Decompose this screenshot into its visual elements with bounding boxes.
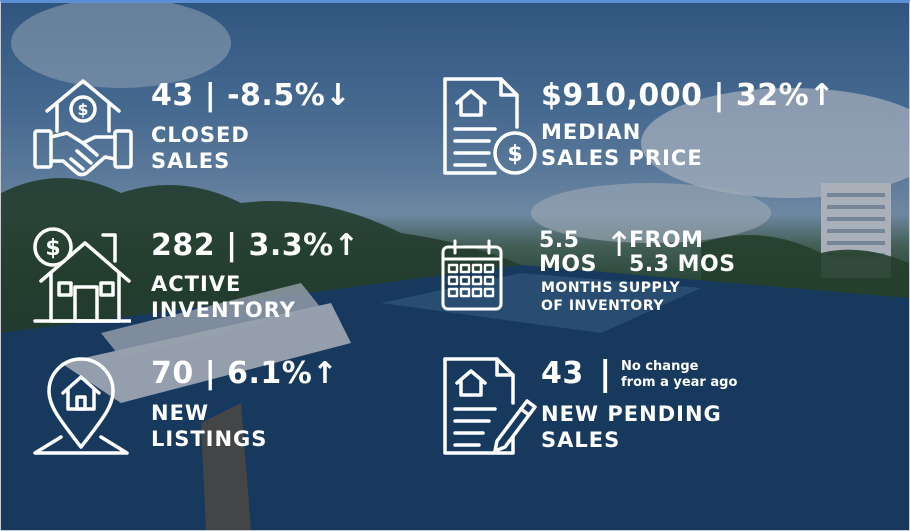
active-inventory-label-line1: ACTIVE	[151, 272, 242, 296]
pending-sales-separator: |	[599, 354, 612, 394]
months-supply-from-line2: 5.3 MOS	[629, 251, 736, 277]
active-inventory-value: 282 | 3.3%↑	[151, 228, 360, 263]
calendar-icon	[439, 235, 505, 315]
document-pen-icon	[439, 353, 539, 463]
pending-sales-label-line1: NEW PENDING	[541, 402, 722, 426]
svg-text:$: $	[77, 100, 88, 119]
months-supply-value-line1: 5.5	[539, 228, 580, 253]
house-dollar-icon: $	[31, 223, 133, 333]
median-price-value: $910,000 | 32%↑	[541, 78, 835, 113]
new-listings-label-line2: LISTINGS	[151, 427, 268, 452]
months-supply-value: 5.5 MOS	[539, 229, 597, 277]
closed-sales-label-line1: CLOSED	[151, 123, 250, 147]
house-document-dollar-icon: $	[439, 73, 539, 183]
months-supply-label-line1: MONTHS SUPPLY	[541, 280, 681, 296]
median-price-label: MEDIAN SALES PRICE	[541, 119, 703, 172]
active-inventory-label-line2: INVENTORY	[151, 298, 296, 323]
pending-sales-note-line2: from a year ago	[621, 374, 738, 390]
svg-text:$: $	[507, 142, 522, 167]
background-photo	[1, 3, 909, 530]
new-listings-value: 70 | 6.1%↑	[151, 356, 338, 391]
active-inventory-label: ACTIVE INVENTORY	[151, 271, 296, 324]
months-supply-label: MONTHS SUPPLY OF INVENTORY	[541, 280, 680, 315]
months-supply-value-line2: MOS	[539, 251, 597, 277]
pending-sales-value: 43	[541, 356, 584, 391]
pending-sales-label: NEW PENDING SALES	[541, 401, 722, 454]
pending-sales-label-line2: SALES	[541, 428, 621, 453]
median-price-label-line2: SALES PRICE	[541, 146, 703, 171]
new-listings-label-line1: NEW	[151, 401, 210, 425]
months-supply-from-line1: FROM	[629, 228, 704, 253]
months-supply-from: FROM 5.3 MOS	[629, 229, 736, 277]
closed-sales-label-line2: SALES	[151, 149, 231, 174]
pending-sales-note-line1: No change	[621, 359, 699, 374]
months-supply-label-line2: OF INVENTORY	[541, 297, 664, 314]
svg-text:$: $	[45, 236, 60, 261]
pending-sales-note: No change from a year ago	[621, 359, 737, 390]
location-house-icon	[31, 355, 131, 465]
dark-overlay	[1, 3, 909, 530]
months-supply-arrow: ↑	[605, 225, 634, 265]
closed-sales-label: CLOSED SALES	[151, 122, 250, 175]
new-listings-label: NEW LISTINGS	[151, 400, 267, 453]
house-handshake-icon: $	[33, 73, 133, 183]
median-price-label-line1: MEDIAN	[541, 120, 642, 144]
closed-sales-value: 43 | -8.5%↓	[151, 78, 351, 113]
